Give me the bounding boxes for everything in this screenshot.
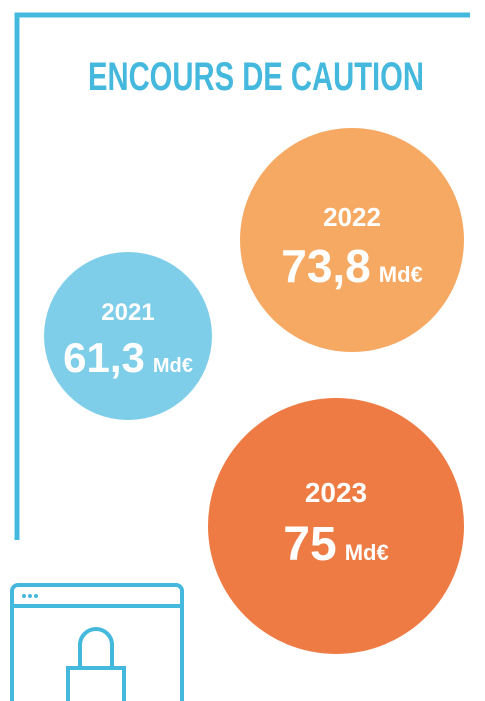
icon	[10, 583, 184, 701]
value: 61,3	[63, 334, 145, 381]
bubble-value: 73,8 Md€	[281, 240, 423, 292]
bubble-value: 75 Md€	[283, 518, 388, 571]
unit: Md€	[153, 355, 193, 377]
bubble-year: 2021	[101, 299, 154, 326]
value: 75	[283, 518, 336, 571]
unit: Md€	[379, 262, 423, 287]
icon-dots	[22, 594, 38, 598]
unit: Md€	[345, 540, 389, 565]
title: ENCOURS DE CAUTION	[88, 55, 424, 99]
bubble-value: 61,3 Md€	[63, 334, 193, 381]
bubble-year: 2023	[305, 477, 367, 508]
bubble-year: 2022	[323, 202, 381, 232]
bubble	[240, 128, 464, 352]
bubble	[44, 252, 212, 420]
bubble	[208, 398, 464, 654]
value: 73,8	[281, 240, 371, 292]
frame	[14, 12, 470, 540]
